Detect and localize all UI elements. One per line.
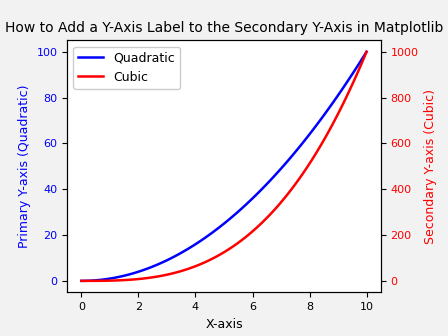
Cubic [349, 83, 355, 87]
Quadratic [349, 72, 355, 76]
Quadratic [134, 270, 139, 275]
Quadratic [364, 50, 369, 54]
Quadratic [226, 218, 231, 222]
Cubic [364, 50, 369, 54]
Y-axis label: Secondary Y-axis (Cubic): Secondary Y-axis (Cubic) [424, 89, 437, 244]
Quadratic [79, 279, 84, 283]
Legend: Quadratic, Cubic: Quadratic, Cubic [73, 47, 180, 89]
Cubic [341, 101, 346, 105]
Quadratic [145, 266, 151, 270]
X-axis label: X-axis: X-axis [205, 318, 243, 331]
Quadratic [341, 85, 346, 89]
Cubic [134, 277, 139, 281]
Y-axis label: Primary Y-axis (Quadratic): Primary Y-axis (Quadratic) [18, 85, 31, 248]
Title: How to Add a Y-Axis Label to the Secondary Y-Axis in Matplotlib: How to Add a Y-Axis Label to the Seconda… [5, 21, 443, 35]
Cubic [226, 248, 231, 252]
Cubic [145, 276, 151, 280]
Cubic [249, 230, 254, 235]
Quadratic [249, 198, 254, 202]
Line: Cubic: Cubic [82, 52, 366, 281]
Cubic [79, 279, 84, 283]
Line: Quadratic: Quadratic [82, 52, 366, 281]
